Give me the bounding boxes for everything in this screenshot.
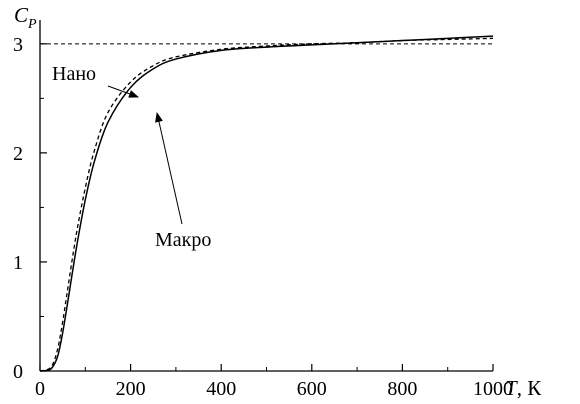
x-tick-label-400: 400 <box>206 378 236 400</box>
x-axis-label: T, К <box>505 376 542 400</box>
x-tick-label-200: 200 <box>116 378 146 400</box>
x-axis-label-unit: , К <box>517 376 543 400</box>
y-tick-label-0: 0 <box>13 361 23 383</box>
y-axis-label-subscript: P <box>27 17 37 32</box>
x-tick-label-800: 800 <box>387 378 417 400</box>
annotation-arrow-nano <box>107 85 139 98</box>
plot-area <box>39 35 494 372</box>
axes <box>39 20 494 372</box>
annotation-arrow-macro <box>155 112 183 225</box>
series-line-nano <box>39 37 494 372</box>
y-tick-label-2: 2 <box>13 143 23 165</box>
x-axis-label-symbol: T <box>505 376 518 400</box>
y-tick-label-1: 1 <box>13 252 23 274</box>
y-axis-label-symbol: C <box>14 3 29 27</box>
y-tick-label-3: 3 <box>13 34 23 56</box>
x-tick-label-600: 600 <box>297 378 327 400</box>
y-axis-label: CP <box>14 3 37 32</box>
x-tick-label-1000: 1000 <box>473 378 513 400</box>
x-tick-label-0: 0 <box>35 378 45 400</box>
annotation-label-nano: Нано <box>52 63 96 85</box>
annotation-label-macro: Макро <box>155 229 211 251</box>
